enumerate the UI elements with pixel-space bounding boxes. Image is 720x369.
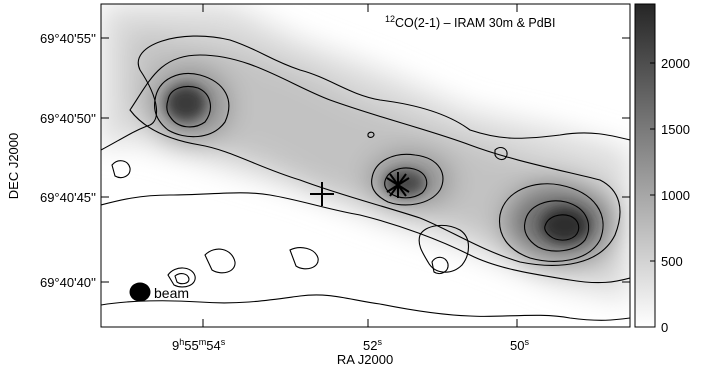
colorbar-tick-label: 1500 bbox=[661, 122, 690, 137]
asterisk-marker bbox=[386, 172, 410, 198]
plot-frame bbox=[100, 3, 631, 328]
colorbar-gradient bbox=[634, 3, 656, 328]
colorbar: 0 500 1000 1500 2000 bbox=[634, 3, 690, 335]
plus-marker bbox=[310, 182, 334, 206]
beam-label: beam bbox=[154, 285, 189, 301]
intensity-map bbox=[101, 4, 630, 327]
x-axis-title: RA J2000 bbox=[337, 352, 393, 367]
map-title-main: CO(2-1) – IRAM 30m & PdBI bbox=[395, 16, 555, 30]
y-tick-label: 69°40'40'' bbox=[40, 275, 96, 290]
tick-marks bbox=[101, 4, 630, 327]
y-tick-label: 69°40'50'' bbox=[40, 111, 96, 126]
contours bbox=[101, 35, 630, 321]
x-tick-label: 52s bbox=[363, 337, 382, 353]
y-tick-labels: 69°40'55'' 69°40'50'' 69°40'45'' 69°40'4… bbox=[40, 31, 96, 290]
colorbar-tick-label: 2000 bbox=[661, 56, 690, 71]
beam-ellipse bbox=[129, 282, 151, 302]
y-tick-label: 69°40'45'' bbox=[40, 190, 96, 205]
x-tick-label: 50s bbox=[510, 337, 529, 353]
y-tick-label: 69°40'55'' bbox=[40, 31, 96, 46]
x-tick-labels: 9h55m54s 52s 50s bbox=[172, 337, 529, 353]
y-axis-title: DEC J2000 bbox=[6, 133, 21, 199]
colorbar-tick-label: 500 bbox=[661, 254, 683, 269]
map-title-sup: 12 bbox=[385, 14, 395, 24]
map-title: 12CO(2-1) – IRAM 30m & PdBI bbox=[385, 14, 555, 30]
colorbar-tick-label: 1000 bbox=[661, 188, 690, 203]
colorbar-tick-label: 0 bbox=[661, 320, 668, 335]
x-tick-label: 9h55m54s bbox=[172, 337, 226, 353]
